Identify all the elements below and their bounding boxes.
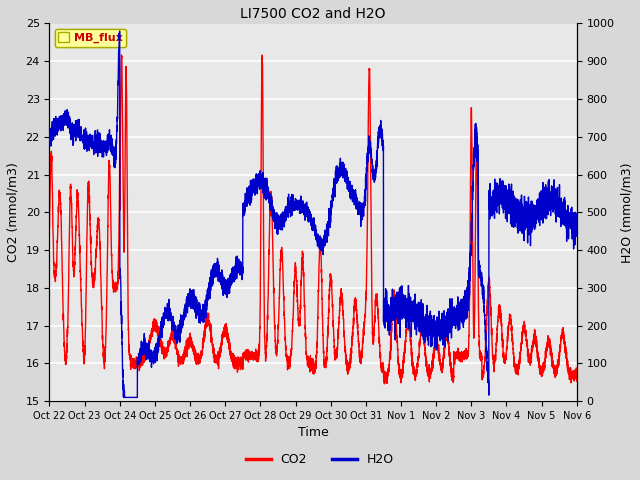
CO2 xyxy=(45,225,53,231)
CO2 xyxy=(362,294,370,300)
Y-axis label: CO2 (mmol/m3): CO2 (mmol/m3) xyxy=(7,162,20,262)
H2O xyxy=(120,395,127,400)
Line: CO2: CO2 xyxy=(49,55,577,384)
H2O xyxy=(439,342,447,348)
CO2 xyxy=(388,304,396,310)
H2O xyxy=(45,129,53,134)
X-axis label: Time: Time xyxy=(298,426,328,440)
CO2 xyxy=(479,368,487,373)
Line: H2O: H2O xyxy=(49,31,577,397)
CO2 xyxy=(439,356,447,361)
CO2 xyxy=(141,352,149,358)
CO2 xyxy=(247,352,255,358)
H2O xyxy=(573,212,580,218)
Y-axis label: H2O (mmol/m3): H2O (mmol/m3) xyxy=(620,162,633,263)
Legend: CO2, H2O: CO2, H2O xyxy=(241,448,399,471)
Title: LI7500 CO2 and H2O: LI7500 CO2 and H2O xyxy=(241,7,386,21)
H2O xyxy=(116,28,124,34)
H2O xyxy=(479,296,487,302)
CO2 xyxy=(118,52,125,58)
Legend: MB_flux: MB_flux xyxy=(55,29,126,47)
CO2 xyxy=(381,381,388,387)
H2O xyxy=(247,183,255,189)
H2O xyxy=(362,173,370,179)
CO2 xyxy=(573,378,580,384)
H2O xyxy=(388,295,396,300)
H2O xyxy=(141,341,149,347)
